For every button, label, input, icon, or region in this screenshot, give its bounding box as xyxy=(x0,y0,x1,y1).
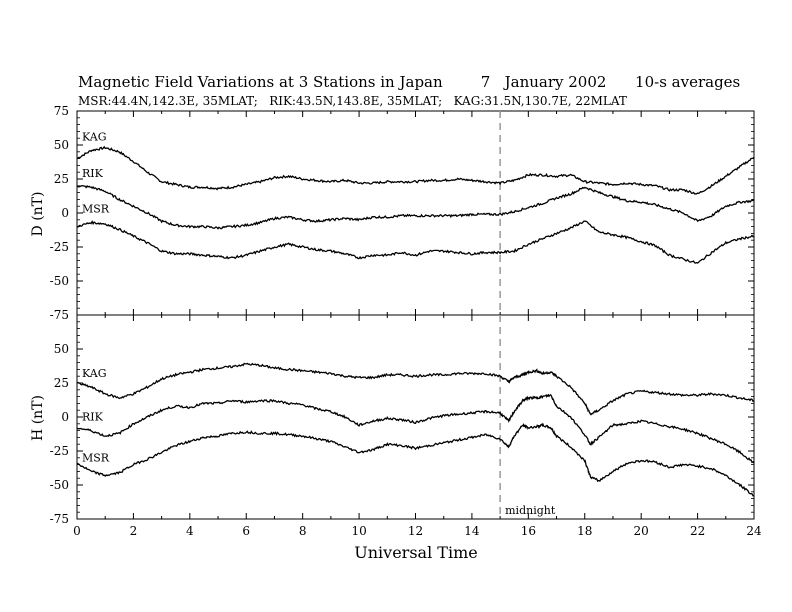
x-tick-label: 14 xyxy=(464,524,480,538)
bottom-series-msr xyxy=(76,422,755,497)
top-y-tick-label: -25 xyxy=(50,240,69,254)
x-tick-label: 18 xyxy=(577,524,592,538)
x-tick-label: 10 xyxy=(351,524,366,538)
chart-subtitle: MSR:44.4N,142.3E, 35MLAT; RIK:43.5N,143.… xyxy=(78,94,627,108)
chart-title: Magnetic Field Variations at 3 Stations … xyxy=(78,73,741,91)
x-tick-label: 8 xyxy=(299,524,307,538)
top-y-tick-label: 50 xyxy=(54,138,69,152)
bottom-y-axis-label: H (nT) xyxy=(30,395,46,441)
bottom-y-tick-label: -75 xyxy=(50,512,69,526)
top-series-label-kag: KAG xyxy=(82,130,107,143)
top-y-tick-label: 0 xyxy=(61,206,69,220)
bottom-panel-frame xyxy=(76,314,755,520)
x-tick-label: 6 xyxy=(242,524,250,538)
top-y-tick-label: 25 xyxy=(54,172,69,186)
bottom-series-label-kag: KAG xyxy=(82,367,107,380)
top-series-msr xyxy=(76,219,755,264)
top-series-kag xyxy=(76,145,755,195)
bottom-series-label-rik: RIK xyxy=(82,411,104,424)
top-y-tick-label: 75 xyxy=(54,104,69,118)
top-series-rik xyxy=(76,185,755,230)
bottom-y-tick-label: -50 xyxy=(50,478,69,492)
bottom-series-kag xyxy=(76,362,755,416)
bottom-y-tick-label: 0 xyxy=(61,410,69,424)
bottom-y-tick-label: 50 xyxy=(54,342,69,356)
top-y-axis-label: D (nT) xyxy=(30,192,46,237)
x-tick-label: 2 xyxy=(130,524,138,538)
bottom-series-rik xyxy=(76,393,755,464)
x-tick-label: 22 xyxy=(690,524,705,538)
bottom-y-tick-label: 25 xyxy=(54,376,69,390)
top-series-label-rik: RIK xyxy=(82,167,104,180)
x-tick-label: 12 xyxy=(408,524,423,538)
top-y-tick-label: -75 xyxy=(50,308,69,322)
x-tick-label: 4 xyxy=(186,524,194,538)
bottom-y-tick-label: -25 xyxy=(50,444,69,458)
x-tick-label: 16 xyxy=(521,524,536,538)
bottom-series-label-msr: MSR xyxy=(82,451,110,464)
top-panel-frame xyxy=(76,110,755,316)
x-axis-label: Universal Time xyxy=(354,543,477,562)
midnight-annotation: midnight xyxy=(505,504,556,517)
top-series-label-msr: MSR xyxy=(82,203,110,216)
top-y-tick-label: -50 xyxy=(50,274,69,288)
x-tick-label: 20 xyxy=(634,524,649,538)
x-tick-label: 24 xyxy=(746,524,762,538)
x-tick-label: 0 xyxy=(73,524,81,538)
